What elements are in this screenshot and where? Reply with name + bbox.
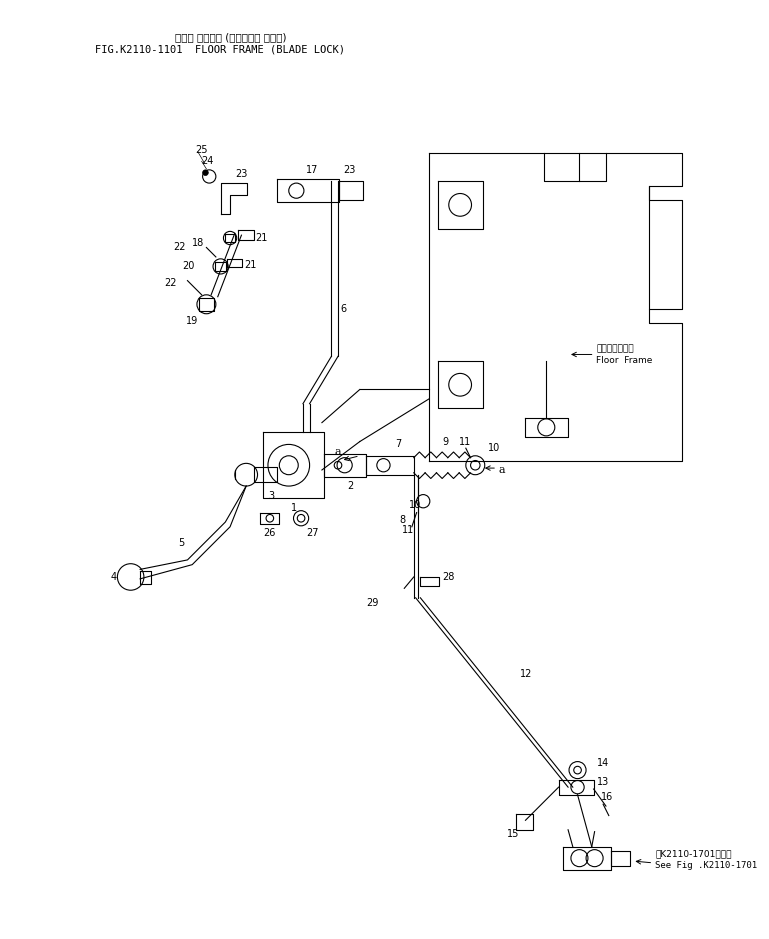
Text: 11: 11 xyxy=(459,437,471,447)
Text: 7: 7 xyxy=(394,439,401,450)
Text: 23: 23 xyxy=(344,165,356,175)
Text: 4: 4 xyxy=(111,572,117,582)
Text: 14: 14 xyxy=(597,759,609,768)
Text: 6: 6 xyxy=(341,304,347,314)
Text: 27: 27 xyxy=(306,529,318,538)
Text: 10: 10 xyxy=(488,443,500,454)
Text: 18: 18 xyxy=(192,238,205,248)
Text: 29: 29 xyxy=(366,597,379,608)
Circle shape xyxy=(202,170,208,176)
Text: 16: 16 xyxy=(601,792,614,802)
Text: 2: 2 xyxy=(348,481,354,491)
Text: フロア フレーム (ブレード・ ロック): フロア フレーム (ブレード・ ロック) xyxy=(175,32,287,42)
Text: 19: 19 xyxy=(185,316,198,327)
Text: 15: 15 xyxy=(507,829,519,839)
Text: a: a xyxy=(335,447,341,457)
Text: 22: 22 xyxy=(164,279,176,288)
Text: 1: 1 xyxy=(291,503,297,513)
Text: 第K2110-1701図参照: 第K2110-1701図参照 xyxy=(655,849,731,858)
Text: 24: 24 xyxy=(201,156,214,166)
Text: 9: 9 xyxy=(442,437,448,447)
Text: 21: 21 xyxy=(255,233,268,243)
Text: 23: 23 xyxy=(235,169,247,178)
Text: 22: 22 xyxy=(173,242,186,253)
Text: 28: 28 xyxy=(442,572,454,582)
Text: 5: 5 xyxy=(178,538,185,547)
Text: a: a xyxy=(499,465,505,475)
Text: 12: 12 xyxy=(520,669,532,679)
Text: Floor  Frame: Floor Frame xyxy=(597,356,653,364)
Text: 13: 13 xyxy=(597,777,609,788)
Text: 20: 20 xyxy=(183,261,195,271)
Text: 17: 17 xyxy=(306,165,318,175)
Text: FIG.K2110-1101  FLOOR FRAME (BLADE LOCK): FIG.K2110-1101 FLOOR FRAME (BLADE LOCK) xyxy=(95,44,345,54)
Text: 21: 21 xyxy=(245,259,257,269)
Text: 10: 10 xyxy=(409,500,421,510)
Text: See Fig .K2110-1701: See Fig .K2110-1701 xyxy=(655,861,757,870)
Text: フロアフレーム: フロアフレーム xyxy=(597,345,634,353)
Text: 25: 25 xyxy=(195,145,208,155)
Text: 11: 11 xyxy=(402,525,414,534)
Text: 3: 3 xyxy=(268,490,274,500)
Text: 26: 26 xyxy=(263,529,275,538)
Text: 8: 8 xyxy=(400,516,406,525)
